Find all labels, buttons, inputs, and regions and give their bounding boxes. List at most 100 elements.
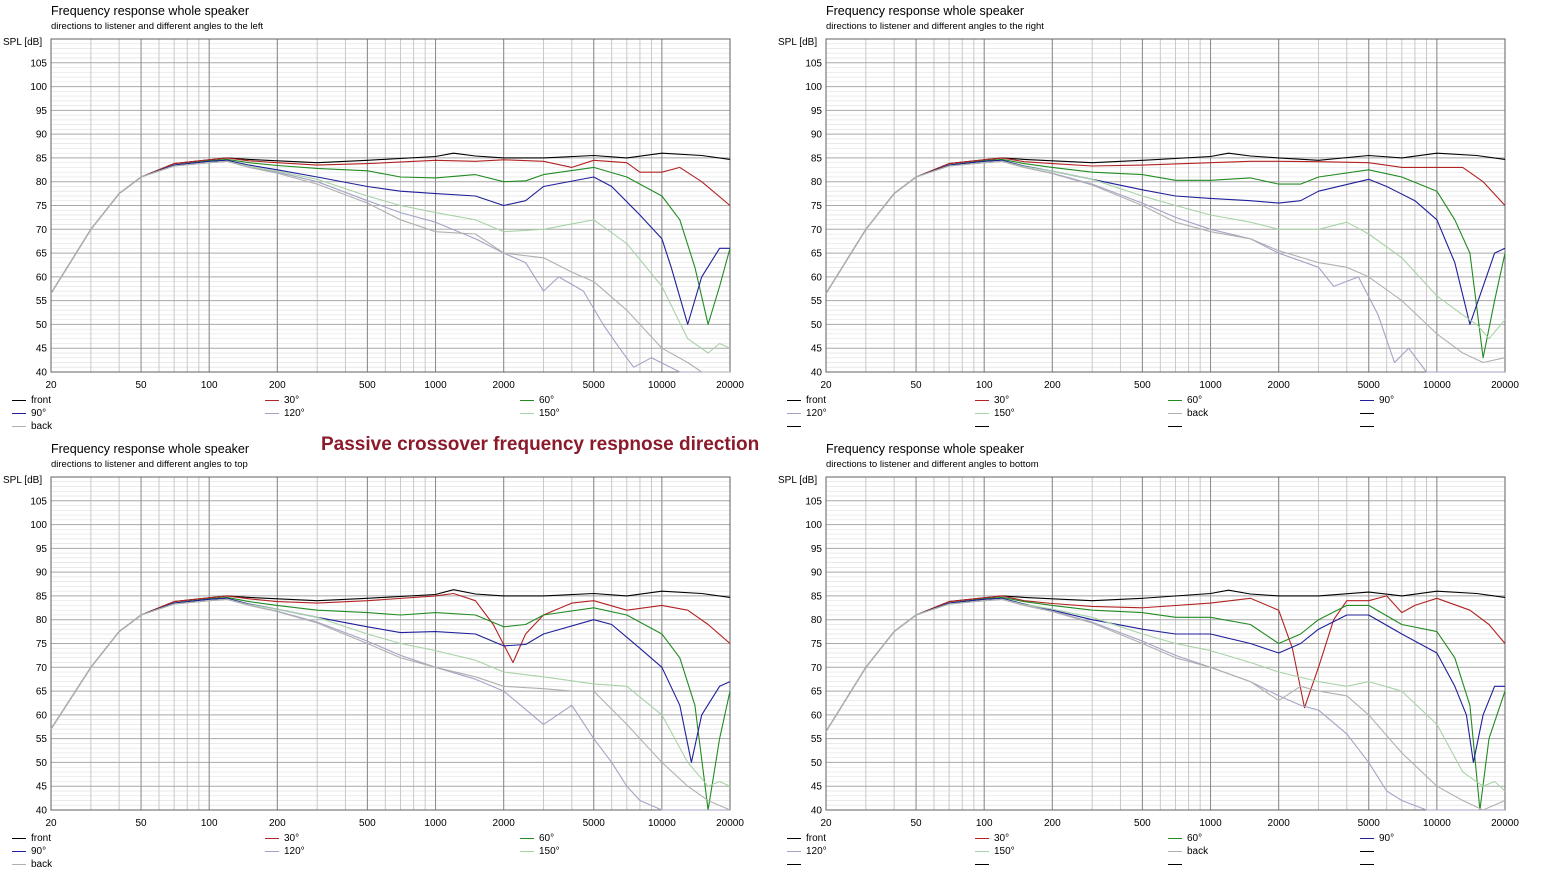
legend-item bbox=[1360, 420, 1379, 433]
x-tick-label: 100 bbox=[976, 380, 993, 391]
legend-item: 90° bbox=[12, 407, 46, 420]
legend-swatch bbox=[12, 425, 26, 427]
chart-title: Frequency response whole speaker bbox=[826, 4, 1025, 18]
y-tick-label: 85 bbox=[811, 591, 823, 602]
x-tick-label: 10000 bbox=[648, 380, 676, 391]
legend-item: 120° bbox=[787, 407, 827, 420]
x-tick-label: 5000 bbox=[583, 380, 606, 391]
y-tick-label: 55 bbox=[36, 734, 48, 745]
y-tick-label: 45 bbox=[36, 782, 48, 793]
legend-item: 60° bbox=[1168, 394, 1202, 407]
x-tick-label: 20 bbox=[45, 380, 57, 391]
chart-title: Frequency response whole speaker bbox=[51, 4, 250, 18]
legend-label: 150° bbox=[994, 846, 1015, 857]
x-tick-label: 2000 bbox=[493, 818, 516, 829]
legend-item bbox=[1360, 858, 1379, 871]
y-tick-label: 60 bbox=[811, 710, 823, 721]
legend-item bbox=[1360, 407, 1379, 420]
legend-swatch bbox=[1168, 837, 1182, 839]
legend-item: 60° bbox=[520, 394, 554, 407]
y-tick-label: 40 bbox=[36, 368, 48, 379]
legend-item bbox=[975, 858, 994, 871]
x-tick-label: 200 bbox=[1044, 818, 1061, 829]
x-tick-label: 5000 bbox=[1358, 380, 1381, 391]
legend-label: 90° bbox=[1379, 395, 1395, 406]
major-grid bbox=[50, 39, 731, 372]
legend-item bbox=[1360, 845, 1379, 858]
legend-item: back bbox=[12, 858, 52, 871]
legend-item: 150° bbox=[975, 845, 1015, 858]
x-tick-label: 10000 bbox=[1423, 380, 1451, 391]
y-tick-label: 55 bbox=[811, 734, 823, 745]
legend-item: 120° bbox=[265, 407, 305, 420]
legend-item: 30° bbox=[265, 832, 299, 845]
x-tick-label: 20000 bbox=[716, 818, 744, 829]
legend-swatch bbox=[975, 850, 989, 852]
legend-item bbox=[787, 858, 806, 871]
series-line bbox=[50, 160, 730, 373]
legend-swatch bbox=[12, 863, 26, 865]
x-tick-label: 50 bbox=[136, 380, 148, 391]
legend-swatch bbox=[787, 425, 801, 427]
legend-swatch bbox=[787, 863, 801, 865]
y-tick-label: 45 bbox=[811, 344, 823, 355]
x-tick-label: 50 bbox=[136, 818, 148, 829]
y-tick-label: 95 bbox=[811, 544, 823, 555]
x-tick-label: 500 bbox=[1134, 380, 1151, 391]
x-tick-label: 20 bbox=[820, 380, 832, 391]
x-tick-label: 2000 bbox=[1268, 818, 1291, 829]
legend-item: 120° bbox=[265, 845, 305, 858]
x-tick-label: 1000 bbox=[424, 380, 447, 391]
y-tick-label: 65 bbox=[811, 249, 823, 260]
y-axis-label: SPL [dB] bbox=[778, 475, 818, 486]
legend-swatch bbox=[1168, 399, 1182, 401]
series-line bbox=[50, 597, 731, 763]
legend-item: 30° bbox=[975, 832, 1009, 845]
legend-label: back bbox=[31, 421, 53, 432]
legend-item: back bbox=[12, 420, 52, 433]
legend-swatch bbox=[787, 850, 801, 852]
y-tick-label: 100 bbox=[30, 82, 47, 93]
y-tick-label: 45 bbox=[811, 782, 823, 793]
legend-swatch bbox=[787, 412, 801, 414]
legend-label: 90° bbox=[1379, 833, 1395, 844]
x-tick-label: 200 bbox=[269, 818, 286, 829]
legend-label: 120° bbox=[806, 846, 827, 857]
legend-label: back bbox=[1187, 846, 1209, 857]
legend-swatch bbox=[12, 399, 26, 401]
legend-swatch bbox=[12, 850, 26, 852]
y-tick-label: 50 bbox=[811, 320, 823, 331]
y-tick-label: 50 bbox=[36, 758, 48, 769]
legend-item: 150° bbox=[520, 845, 560, 858]
legend-item: 60° bbox=[1168, 832, 1202, 845]
legend-label: 120° bbox=[806, 408, 827, 419]
legend-swatch bbox=[12, 412, 26, 414]
chart-plot-area: 40 45 50 55 60 65 70 75 80 85 90 95 100 105 20 50 100 200… bbox=[805, 38, 1519, 391]
series-line bbox=[50, 157, 731, 294]
legend-swatch bbox=[787, 399, 801, 401]
legend-label: 120° bbox=[284, 846, 305, 857]
y-tick-label: 100 bbox=[805, 520, 822, 531]
chart-subtitle: directions to listener and different ang… bbox=[826, 459, 1039, 470]
legend-swatch bbox=[1360, 850, 1374, 852]
y-tick-label: 70 bbox=[36, 663, 48, 674]
page-title: Passive crossover frequency respnose dir… bbox=[321, 434, 760, 455]
legend-swatch bbox=[1168, 863, 1182, 865]
legend-swatch bbox=[520, 412, 534, 414]
legend-item: 150° bbox=[975, 407, 1015, 420]
legend-label: 30° bbox=[284, 833, 300, 844]
x-tick-label: 200 bbox=[269, 380, 286, 391]
legend-swatch bbox=[12, 837, 26, 839]
legend-item: 30° bbox=[975, 394, 1009, 407]
legend-label: 150° bbox=[994, 408, 1015, 419]
y-tick-label: 80 bbox=[36, 177, 48, 188]
y-tick-label: 105 bbox=[805, 58, 822, 69]
y-tick-label: 105 bbox=[30, 496, 47, 507]
y-tick-label: 70 bbox=[811, 225, 823, 236]
y-tick-label: 80 bbox=[811, 177, 823, 188]
y-tick-label: 65 bbox=[36, 249, 48, 260]
chart-subtitle: directions to listener and different ang… bbox=[826, 21, 1044, 32]
legend-item: 90° bbox=[1360, 832, 1394, 845]
legend-item: back bbox=[1168, 845, 1208, 858]
x-tick-label: 50 bbox=[911, 818, 923, 829]
